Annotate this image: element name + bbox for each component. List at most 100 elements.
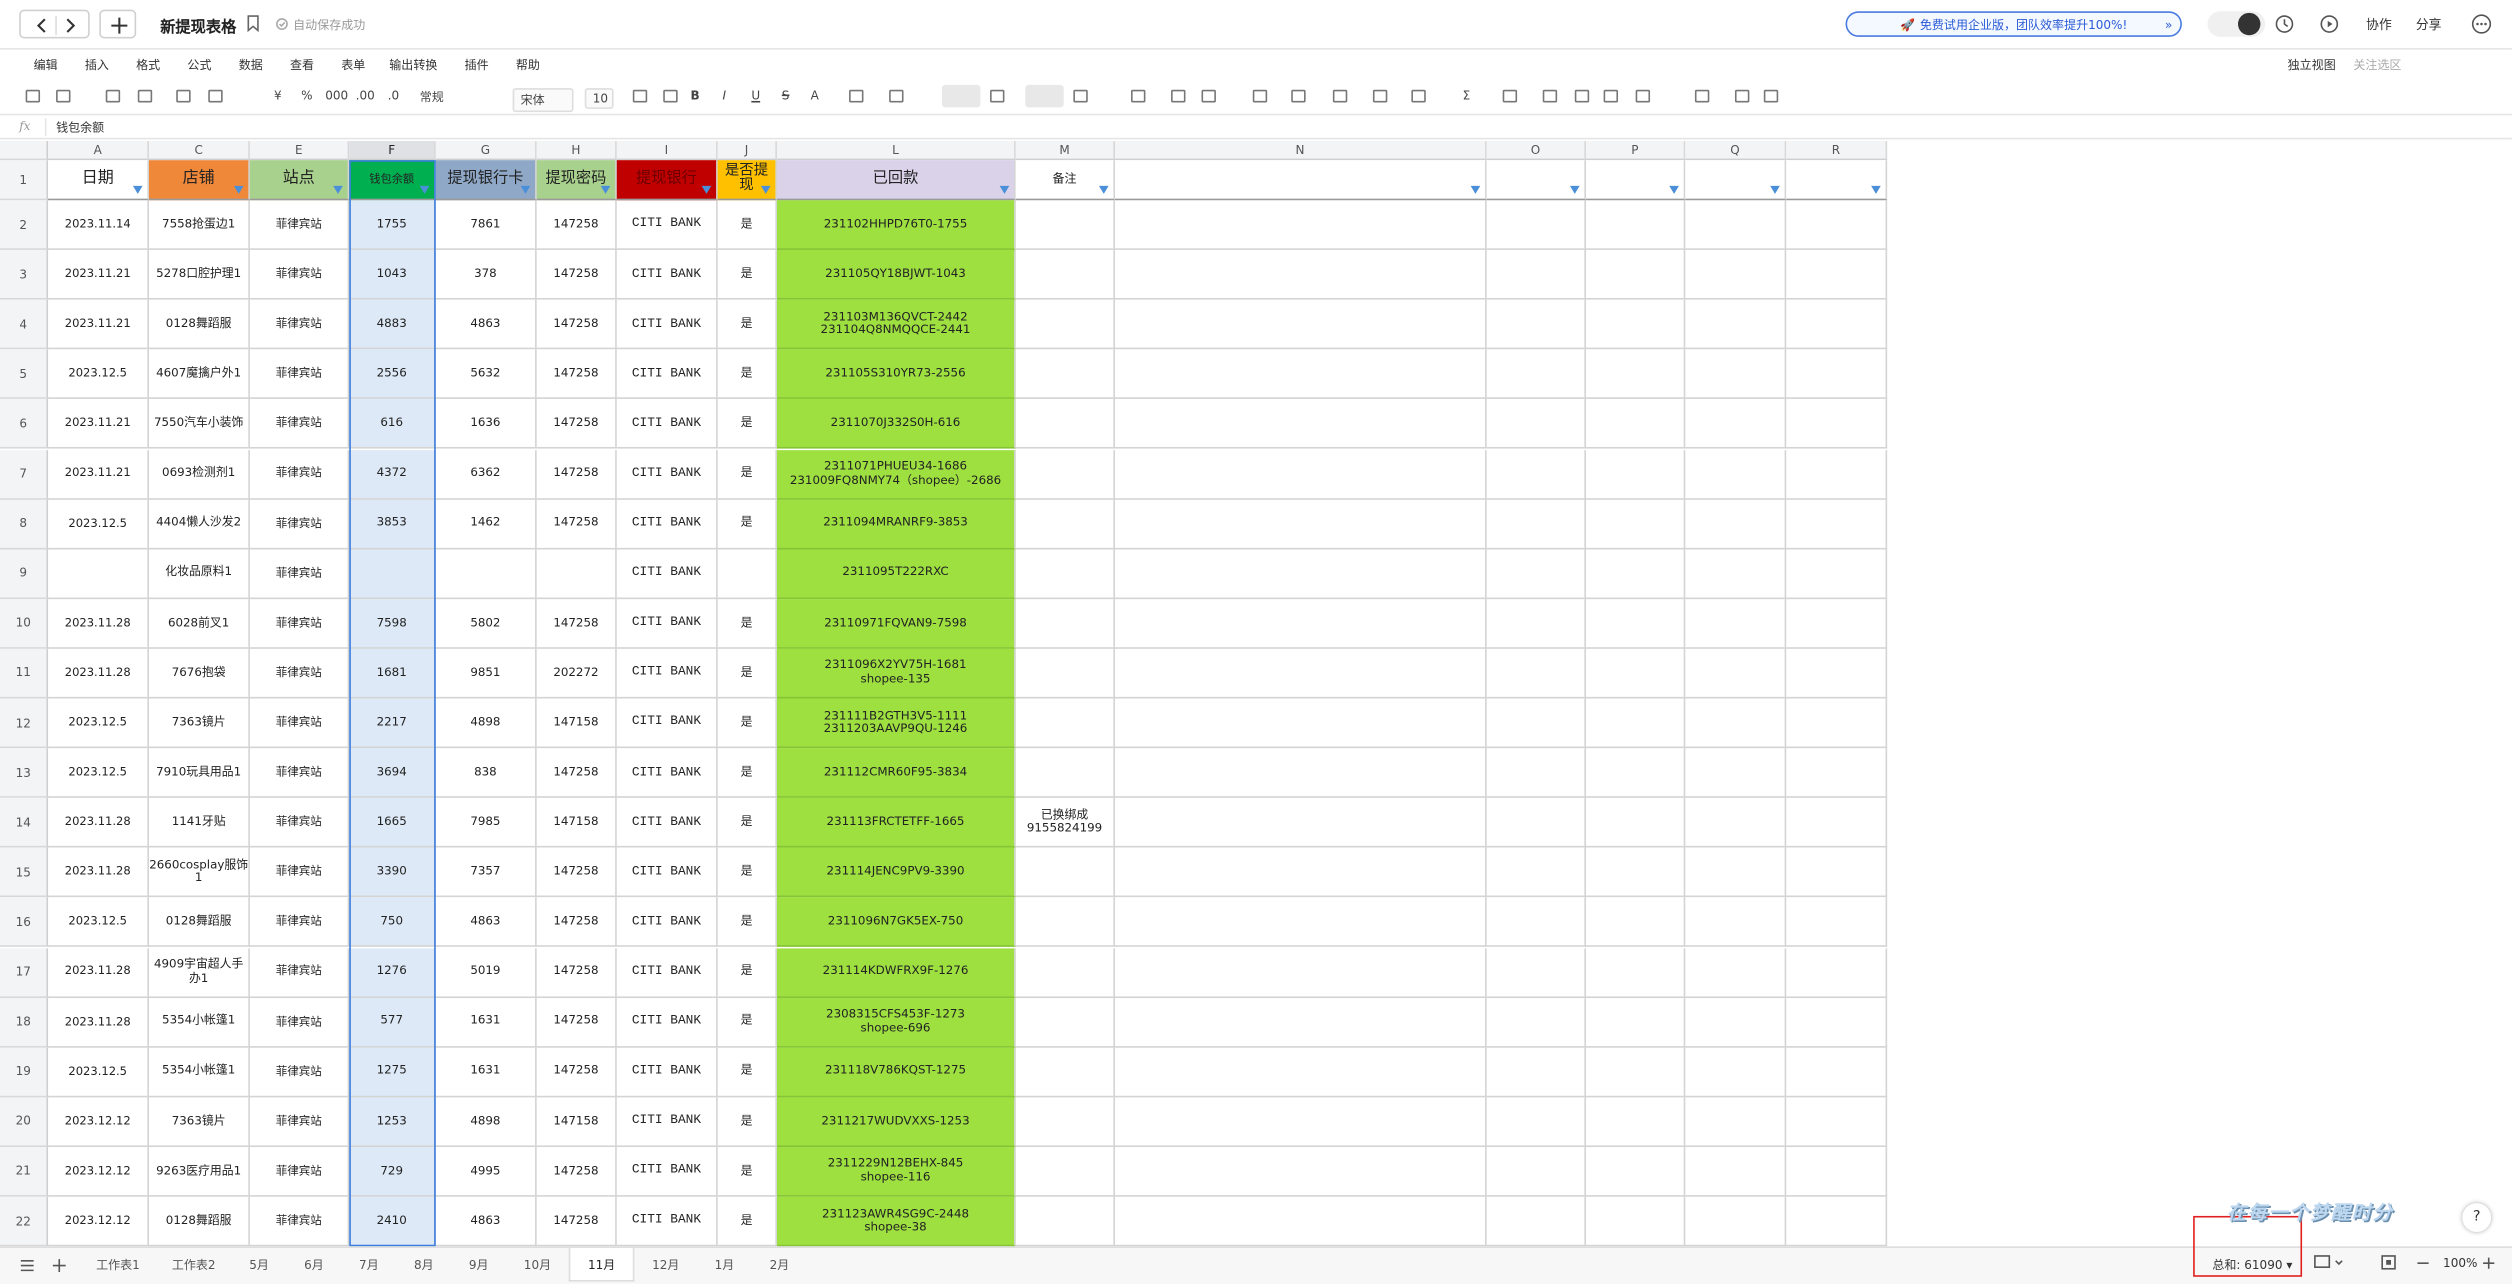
- cell[interactable]: 1636: [435, 399, 537, 450]
- cell[interactable]: [1585, 847, 1686, 898]
- cell[interactable]: 2217: [349, 698, 436, 749]
- cell[interactable]: [1486, 349, 1586, 400]
- cell[interactable]: [1685, 548, 1787, 599]
- sheet-tab[interactable]: 12月: [652, 1256, 680, 1272]
- cell[interactable]: [1786, 897, 1888, 948]
- menu-right-1[interactable]: 关注选区: [2353, 57, 2402, 73]
- cell[interactable]: 7861: [435, 200, 537, 251]
- cell[interactable]: [1685, 349, 1787, 400]
- cell[interactable]: [1015, 250, 1115, 300]
- cell[interactable]: 231118V786KQST-1275: [776, 1047, 1016, 1098]
- cell[interactable]: 5019: [435, 947, 537, 998]
- cell[interactable]: [1685, 748, 1787, 799]
- sheet-tab[interactable]: 1月: [714, 1256, 735, 1272]
- cell[interactable]: [435, 548, 537, 599]
- toolbar-icon[interactable]: [1201, 89, 1216, 103]
- cell[interactable]: 是: [717, 250, 777, 300]
- cell[interactable]: 4372: [349, 449, 436, 500]
- cell[interactable]: CITI BANK: [616, 897, 718, 948]
- cell[interactable]: 7910玩具用品1: [148, 748, 250, 799]
- add-sheet-icon[interactable]: [51, 1258, 67, 1274]
- cell[interactable]: 是: [717, 897, 777, 948]
- cell[interactable]: 1141牙贴: [148, 798, 250, 848]
- filter-icon[interactable]: [600, 185, 611, 194]
- cell[interactable]: 2023.12.12: [48, 1097, 149, 1147]
- cell[interactable]: [1114, 1097, 1487, 1147]
- cell[interactable]: 2311096N7GK5EX-750: [776, 897, 1016, 948]
- cell[interactable]: 菲律宾站: [249, 698, 350, 749]
- cell[interactable]: 2308315CFS453F-1273 shopee-696: [776, 997, 1016, 1048]
- header-cell[interactable]: 提现银行: [616, 160, 718, 201]
- cell[interactable]: 2023.11.14: [48, 200, 149, 251]
- cell[interactable]: 147258: [536, 1047, 617, 1098]
- cell[interactable]: 4898: [435, 1097, 537, 1147]
- toolbar-item[interactable]: ¥: [273, 88, 282, 103]
- cell[interactable]: 2660cosplay服饰1: [148, 847, 250, 898]
- cell[interactable]: 2023.11.28: [48, 947, 149, 998]
- cell[interactable]: CITI BANK: [616, 299, 718, 350]
- cell[interactable]: [1486, 798, 1586, 848]
- cell[interactable]: 1681: [349, 648, 436, 699]
- cell[interactable]: 231103M136QVCT-2442 231104Q8NMQQCE-2441: [776, 299, 1016, 350]
- cell[interactable]: 1462: [435, 499, 537, 549]
- cell[interactable]: 1631: [435, 1047, 537, 1098]
- cell[interactable]: 7550汽车小装饰: [148, 399, 250, 450]
- cell[interactable]: 2023.11.21: [48, 250, 149, 300]
- cell[interactable]: 0128舞蹈服: [148, 897, 250, 948]
- cell[interactable]: [1685, 299, 1787, 350]
- toolbar-icon[interactable]: [1073, 89, 1088, 103]
- cell[interactable]: 3853: [349, 499, 436, 549]
- cell[interactable]: 9263医疗用品1: [148, 1146, 250, 1197]
- cell[interactable]: [1114, 1047, 1487, 1098]
- cell[interactable]: 菲律宾站: [249, 200, 350, 251]
- cell[interactable]: [1786, 1146, 1888, 1197]
- filter-icon[interactable]: [233, 185, 244, 194]
- cell[interactable]: [1015, 449, 1115, 500]
- header-cell[interactable]: 钱包余额: [349, 160, 436, 201]
- filter-icon[interactable]: [1770, 185, 1780, 194]
- cell[interactable]: 是: [717, 1047, 777, 1098]
- formula-content[interactable]: 钱包余额: [56, 120, 105, 135]
- toolbar-item[interactable]: A: [810, 88, 819, 103]
- toolbar-icon[interactable]: [25, 89, 41, 103]
- filter-icon[interactable]: [1098, 185, 1109, 194]
- cell[interactable]: 5632: [435, 349, 537, 400]
- cell[interactable]: 是: [717, 1097, 777, 1147]
- cell[interactable]: 231105S310YR73-2556: [776, 349, 1016, 400]
- zoom-in[interactable]: [2481, 1256, 2495, 1270]
- cell[interactable]: [1486, 1146, 1586, 1197]
- cell[interactable]: 0693检测剂1: [148, 449, 250, 500]
- filter-icon[interactable]: [1669, 185, 1679, 194]
- cell[interactable]: 是: [717, 299, 777, 350]
- cell[interactable]: [1585, 598, 1686, 649]
- cell[interactable]: 7558抢蛋边1: [148, 200, 250, 251]
- toolbar-icon[interactable]: [1372, 89, 1388, 103]
- cell[interactable]: 231111B2GTH3V5-1111 2311203AAVP9QU-1246: [776, 698, 1016, 749]
- cell[interactable]: [1786, 598, 1888, 649]
- cell[interactable]: 3390: [349, 847, 436, 898]
- row-header[interactable]: 16: [0, 897, 49, 948]
- cell[interactable]: 是: [717, 499, 777, 549]
- row-header[interactable]: 22: [0, 1196, 49, 1247]
- cell[interactable]: 2311217WUDVXXS-1253: [776, 1097, 1016, 1147]
- cell[interactable]: 是: [717, 200, 777, 251]
- cell[interactable]: 231102HHPD76T0-1755: [776, 200, 1016, 251]
- toolbar-item[interactable]: .0: [387, 88, 400, 103]
- cell[interactable]: [1015, 698, 1115, 749]
- menu-item[interactable]: 输出转换: [389, 57, 438, 73]
- row-header[interactable]: 4: [0, 299, 49, 350]
- cell[interactable]: 已换绑成 9155824199: [1015, 798, 1115, 848]
- cell[interactable]: 7363镜片: [148, 1097, 250, 1147]
- cell[interactable]: 2023.12.5: [48, 897, 149, 948]
- cell[interactable]: 菲律宾站: [249, 499, 350, 549]
- cell[interactable]: 147258: [536, 947, 617, 998]
- cell[interactable]: [1786, 997, 1888, 1048]
- cell[interactable]: [1015, 349, 1115, 400]
- cell[interactable]: [1015, 598, 1115, 649]
- fit-icon[interactable]: [2381, 1254, 2397, 1270]
- cell[interactable]: [1585, 1146, 1686, 1197]
- cell[interactable]: 147258: [536, 349, 617, 400]
- more-icon[interactable]: [2470, 13, 2492, 35]
- cell[interactable]: 147258: [536, 499, 617, 549]
- toolbar-item[interactable]: B: [690, 88, 700, 103]
